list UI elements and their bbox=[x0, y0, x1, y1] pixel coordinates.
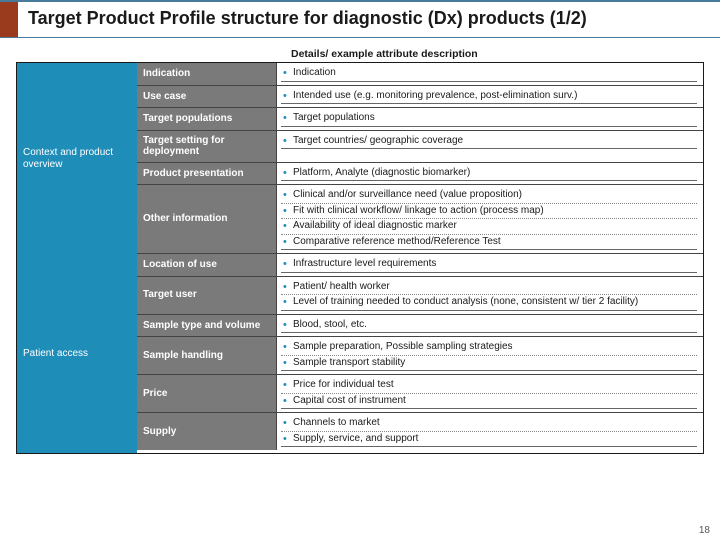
attribute-label: Price bbox=[137, 375, 277, 412]
attribute-label: Target populations bbox=[137, 108, 277, 130]
table-row: PricePrice for individual testCapital co… bbox=[137, 374, 703, 412]
description-bullet: Comparative reference method/Reference T… bbox=[281, 235, 697, 251]
attribute-description: Sample preparation, Possible sampling st… bbox=[277, 337, 703, 374]
attribute-description: Intended use (e.g. monitoring prevalence… bbox=[277, 86, 703, 108]
description-bullet: Fit with clinical workflow/ linkage to a… bbox=[281, 204, 697, 220]
section-labels-column: Context and product overviewPatient acce… bbox=[17, 63, 137, 453]
attribute-description: Target populations bbox=[277, 108, 703, 130]
attribute-description: Price for individual testCapital cost of… bbox=[277, 375, 703, 412]
description-bullet: Target populations bbox=[281, 111, 697, 127]
description-bullet: Sample transport stability bbox=[281, 356, 697, 372]
attribute-label: Other information bbox=[137, 185, 277, 253]
attribute-label: Sample handling bbox=[137, 337, 277, 374]
page-number: 18 bbox=[699, 525, 710, 536]
description-bullet: Capital cost of instrument bbox=[281, 394, 697, 410]
section-label: Context and product overview bbox=[17, 63, 137, 255]
table-row: Other informationClinical and/or surveil… bbox=[137, 184, 703, 253]
description-bullet: Sample preparation, Possible sampling st… bbox=[281, 340, 697, 356]
attribute-description: Infrastructure level requirements bbox=[277, 254, 703, 276]
attribute-description: Platform, Analyte (diagnostic biomarker) bbox=[277, 163, 703, 185]
attribute-description: Patient/ health workerLevel of training … bbox=[277, 277, 703, 314]
table-row: Sample handlingSample preparation, Possi… bbox=[137, 336, 703, 374]
content-area: Details/ example attribute description C… bbox=[0, 38, 720, 458]
description-bullet: Infrastructure level requirements bbox=[281, 257, 697, 273]
details-header: Details/ example attribute description bbox=[291, 48, 704, 60]
table-row: Target userPatient/ health workerLevel o… bbox=[137, 276, 703, 314]
description-bullet: Indication bbox=[281, 66, 697, 82]
attribute-description: Blood, stool, etc. bbox=[277, 315, 703, 337]
attribute-label: Indication bbox=[137, 63, 277, 85]
table-row: Target populationsTarget populations bbox=[137, 107, 703, 130]
description-bullet: Blood, stool, etc. bbox=[281, 318, 697, 334]
attribute-label: Supply bbox=[137, 413, 277, 450]
table-row: SupplyChannels to marketSupply, service,… bbox=[137, 412, 703, 450]
description-bullet: Platform, Analyte (diagnostic biomarker) bbox=[281, 166, 697, 182]
page-title: Target Product Profile structure for dia… bbox=[18, 2, 720, 37]
attribute-label: Use case bbox=[137, 86, 277, 108]
attribute-description: Target countries/ geographic coverage bbox=[277, 131, 703, 162]
title-accent bbox=[0, 2, 18, 37]
description-bullet: Level of training needed to conduct anal… bbox=[281, 295, 697, 311]
attribute-description: Indication bbox=[277, 63, 703, 85]
title-bar: Target Product Profile structure for dia… bbox=[0, 0, 720, 38]
table-row: Use caseIntended use (e.g. monitoring pr… bbox=[137, 85, 703, 108]
table-row: Product presentationPlatform, Analyte (d… bbox=[137, 162, 703, 185]
attribute-label: Target user bbox=[137, 277, 277, 314]
attribute-description: Clinical and/or surveillance need (value… bbox=[277, 185, 703, 253]
attribute-label: Sample type and volume bbox=[137, 315, 277, 337]
description-bullet: Supply, service, and support bbox=[281, 432, 697, 448]
attribute-description: Channels to marketSupply, service, and s… bbox=[277, 413, 703, 450]
attribute-label: Location of use bbox=[137, 254, 277, 276]
table-row: Sample type and volumeBlood, stool, etc. bbox=[137, 314, 703, 337]
attribute-label: Product presentation bbox=[137, 163, 277, 185]
section-label: Patient access bbox=[17, 255, 137, 453]
description-bullet: Price for individual test bbox=[281, 378, 697, 394]
tpp-grid: Context and product overviewPatient acce… bbox=[16, 62, 704, 454]
rows-column: IndicationIndicationUse caseIntended use… bbox=[137, 63, 703, 453]
description-bullet: Channels to market bbox=[281, 416, 697, 432]
table-row: Target setting for deploymentTarget coun… bbox=[137, 130, 703, 162]
description-bullet: Intended use (e.g. monitoring prevalence… bbox=[281, 89, 697, 105]
description-bullet: Clinical and/or surveillance need (value… bbox=[281, 188, 697, 204]
table-row: Location of useInfrastructure level requ… bbox=[137, 253, 703, 276]
description-bullet: Availability of ideal diagnostic marker bbox=[281, 219, 697, 235]
description-bullet: Patient/ health worker bbox=[281, 280, 697, 296]
attribute-label: Target setting for deployment bbox=[137, 131, 277, 162]
description-bullet: Target countries/ geographic coverage bbox=[281, 134, 697, 150]
table-row: IndicationIndication bbox=[137, 63, 703, 85]
